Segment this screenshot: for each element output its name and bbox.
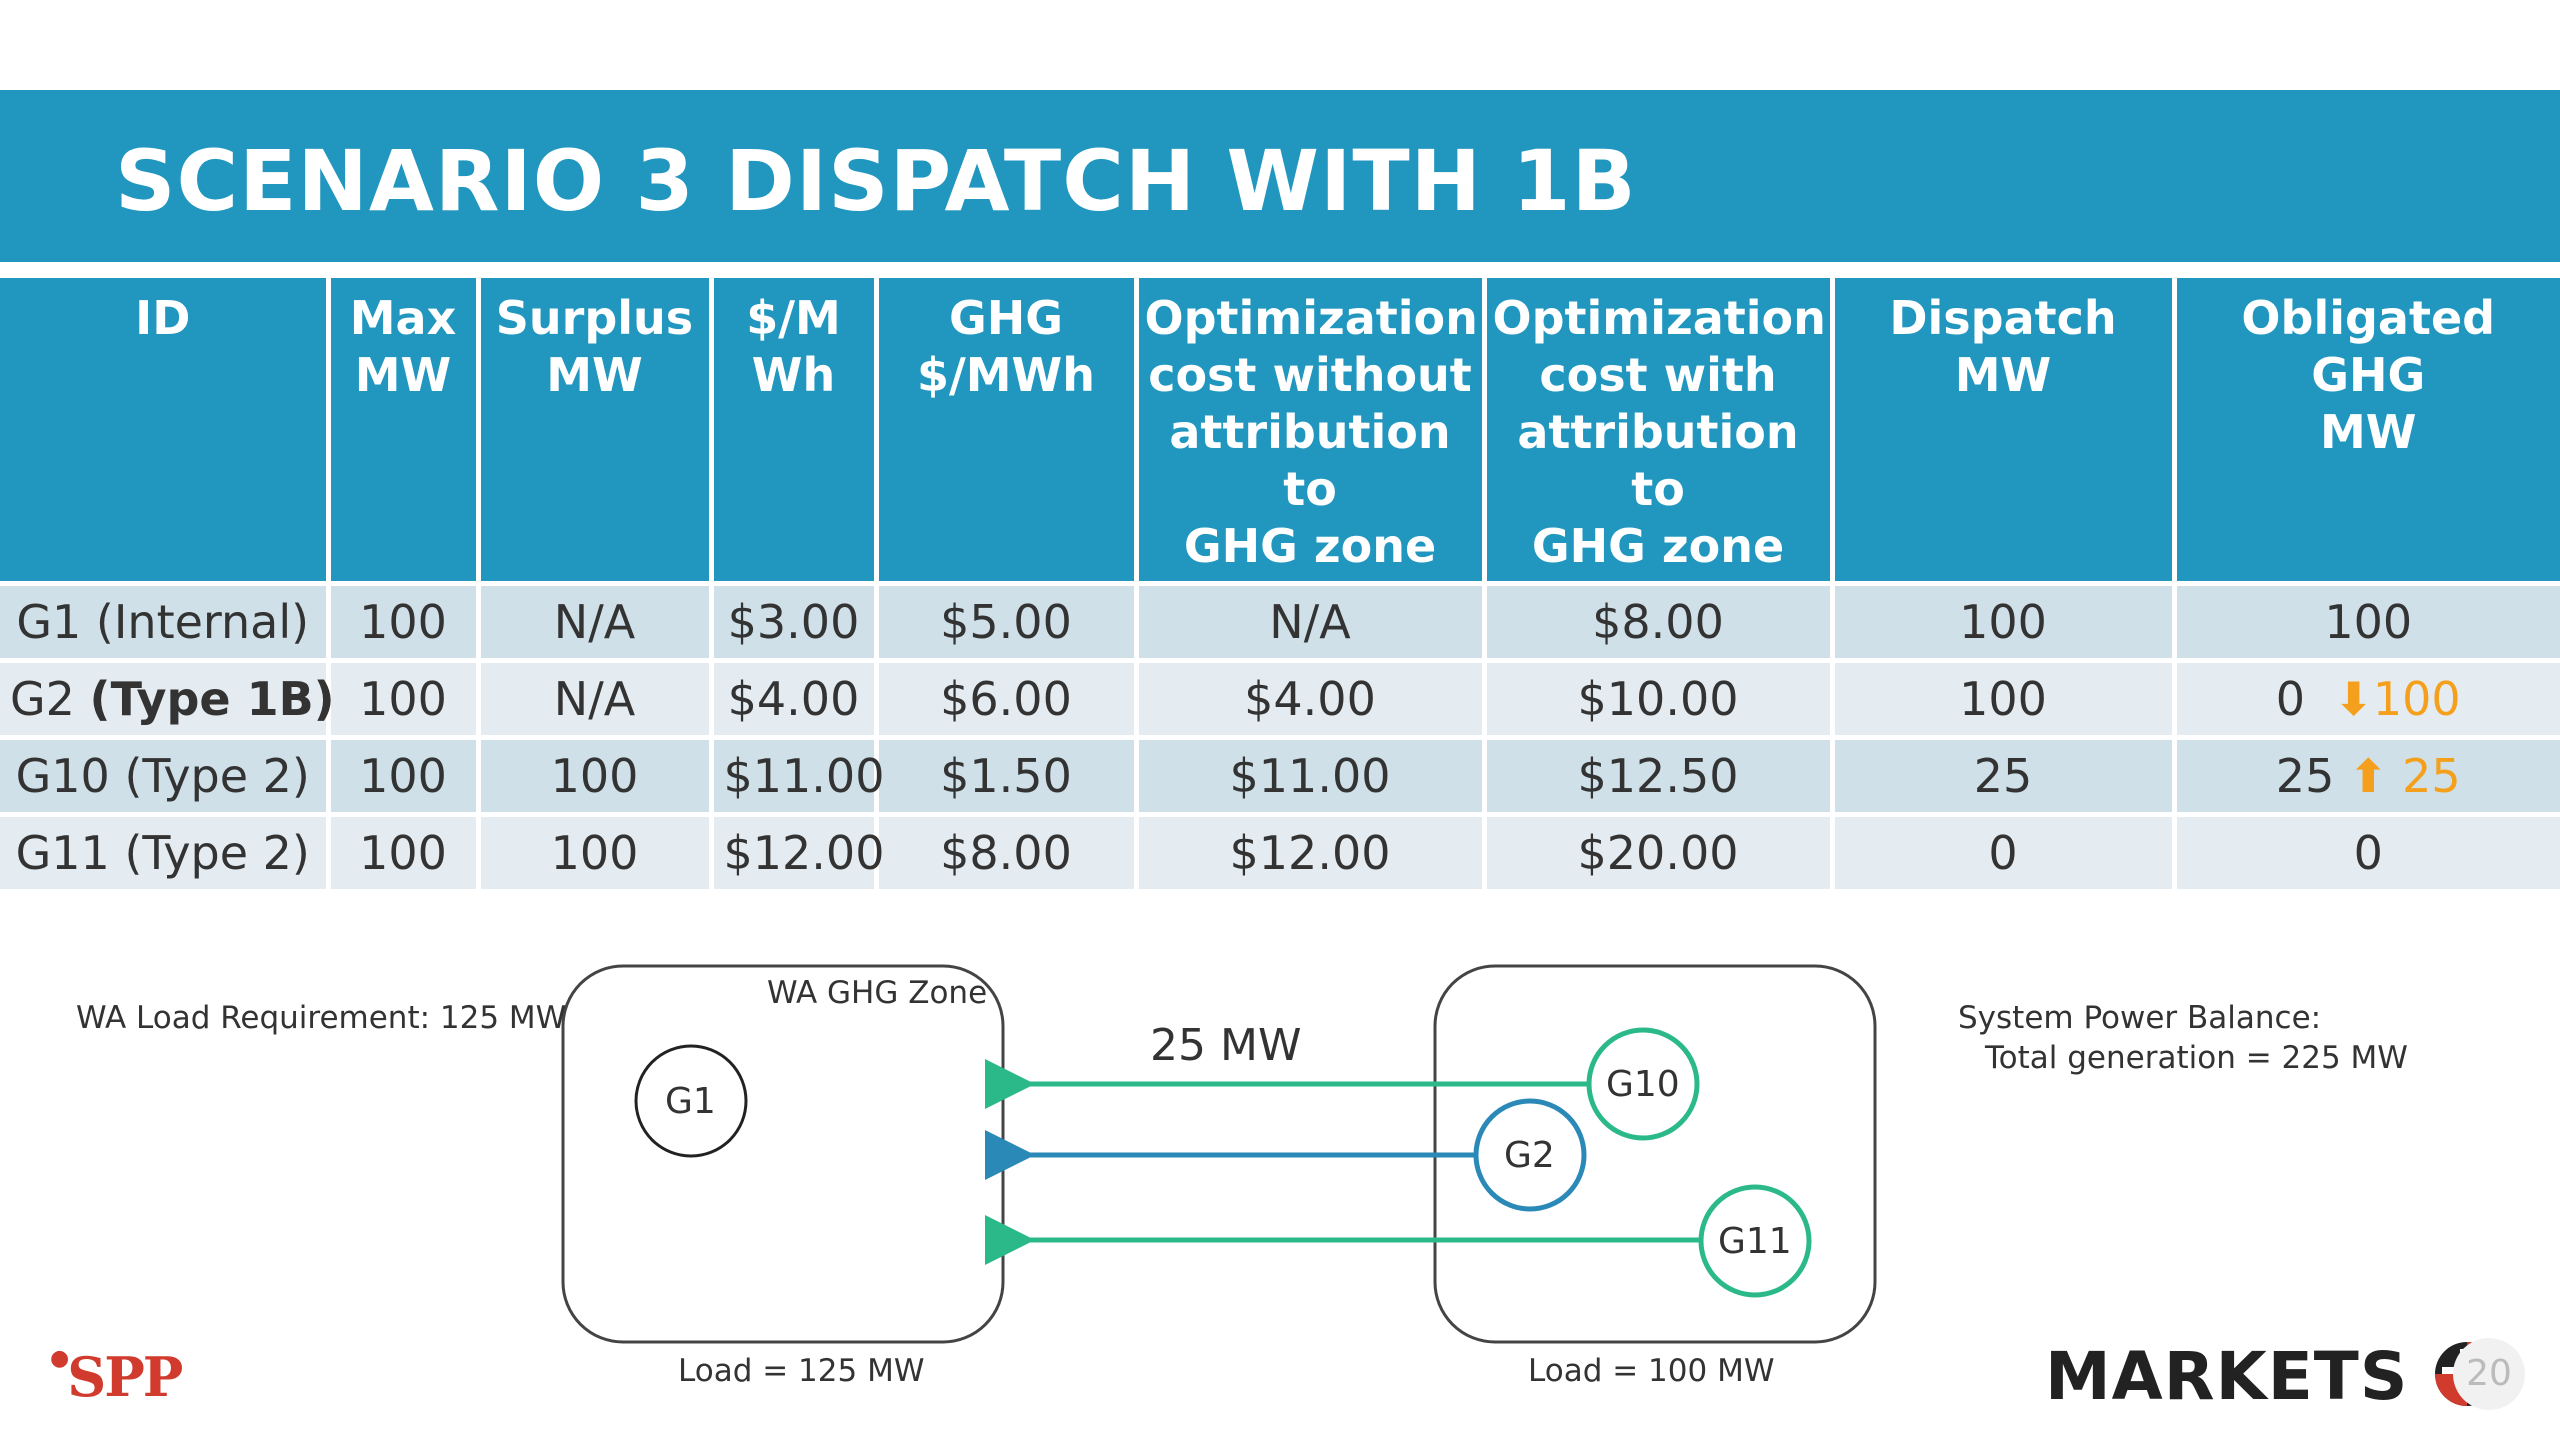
header-opt-with: Optimization cost with attribution to GHG z… [1484, 278, 1835, 584]
node-g10-label: G10 [1606, 1064, 1680, 1105]
cell-opt-without: $4.00 [1136, 658, 1487, 738]
cell-surplus: 100 [478, 812, 714, 889]
cell-id: G1 (Internal) [0, 581, 331, 661]
markets-logo: MARKETS [2045, 1338, 2502, 1415]
cell-id: G11 (Type 2) [0, 812, 331, 889]
title-bar: SCENARIO 3 DISPATCH WITH 1B [0, 90, 2560, 262]
cell-price: $11.00 [711, 735, 884, 815]
cell-id: G10 (Type 2) [0, 735, 331, 815]
node-g10 [1586, 1027, 1700, 1141]
load-right-label: Load = 100 MW [1528, 1353, 1775, 1389]
cell-max: 100 [328, 658, 481, 738]
zone-label: WA GHG Zone [767, 975, 988, 1011]
cell-price: $12.00 [711, 812, 884, 889]
cell-max: 100 [328, 581, 481, 661]
cell-opt-with: $8.00 [1484, 581, 1835, 661]
cell-surplus: N/A [478, 658, 714, 738]
cell-max: 100 [328, 812, 481, 889]
node-g1 [634, 1044, 748, 1158]
cell-ghg: $6.00 [876, 658, 1139, 738]
wa-ghg-zone-box [561, 964, 1005, 1344]
node-g11-label: G11 [1718, 1221, 1792, 1262]
node-g11 [1698, 1184, 1812, 1298]
page-number: 20 [2453, 1338, 2525, 1410]
cell-ghg: $5.00 [876, 581, 1139, 661]
slide-title: SCENARIO 3 DISPATCH WITH 1B [115, 132, 1637, 230]
cell-ghg: $1.50 [876, 735, 1139, 815]
header-price: $/M Wh [711, 278, 879, 584]
dispatch-table: ID Max MW Surplus MW $/M Wh GHG $/MWh Optimi… [0, 278, 2560, 889]
node-g2 [1473, 1098, 1587, 1212]
cell-surplus: 100 [478, 735, 714, 815]
spp-logo: ●SPP [50, 1345, 183, 1409]
table-header-row: ID Max MW Surplus MW $/M Wh GHG $/MWh Optimi… [0, 278, 2560, 584]
cell-obligated: 100 [2174, 581, 2560, 661]
header-surplus-mw: Surplus MW [478, 278, 714, 584]
obligated-delta: 100 [2372, 672, 2461, 726]
cell-opt-without: $12.00 [1136, 812, 1487, 889]
cell-dispatch: 25 [1832, 735, 2177, 815]
header-max-mw: Max MW [328, 278, 481, 584]
cell-dispatch: 100 [1832, 658, 2177, 738]
table-row: G1 (Internal) 100 N/A $3.00 $5.00 N/A $8… [0, 581, 2560, 661]
cell-obligated: 0 ⬇100 [2174, 658, 2560, 738]
header-id: ID [0, 278, 331, 584]
wa-load-requirement: WA Load Requirement: 125 MW [76, 1000, 567, 1036]
header-opt-without: Optimization cost without attribution to GH… [1136, 278, 1487, 584]
cell-surplus: N/A [478, 581, 714, 661]
power-balance-title: System Power Balance: [1958, 1000, 2322, 1036]
cell-opt-with: $20.00 [1484, 812, 1835, 889]
cell-opt-without: $11.00 [1136, 735, 1487, 815]
load-left-label: Load = 125 MW [678, 1353, 925, 1389]
obligated-delta: 25 [2402, 749, 2461, 803]
cell-price: $4.00 [711, 658, 879, 738]
arrow-up-icon: ⬆ [2348, 749, 2388, 803]
cell-dispatch: 100 [1832, 581, 2177, 661]
cell-opt-with: $10.00 [1484, 658, 1835, 738]
cell-obligated: 0 [2174, 812, 2560, 889]
cell-obligated: 25 ⬆ 25 [2174, 735, 2560, 815]
power-balance-total: Total generation = 225 MW [1985, 1040, 2408, 1076]
cell-dispatch: 0 [1832, 812, 2177, 889]
node-g1-label: G1 [665, 1081, 716, 1122]
cell-max: 100 [328, 735, 481, 815]
header-ghg: GHG $/MWh [876, 278, 1139, 584]
cell-ghg: $8.00 [876, 812, 1139, 889]
cell-opt-with: $12.50 [1484, 735, 1835, 815]
table-row: G11 (Type 2) 100 100 $12.00 $8.00 $12.00… [0, 812, 2560, 889]
arrow-down-icon: ⬇ [2334, 672, 2373, 726]
node-g2-label: G2 [1504, 1135, 1555, 1176]
flow-label: 25 MW [1150, 1020, 1302, 1071]
header-dispatch: Dispatch MW [1832, 278, 2177, 584]
header-obligated: Obligated GHG MW [2174, 278, 2560, 584]
cell-price: $3.00 [711, 581, 879, 661]
cell-id: G2 (Type 1B) [0, 658, 335, 738]
table-row: G2 (Type 1B) 100 N/A $4.00 $6.00 $4.00 $… [0, 658, 2560, 738]
table-row: G10 (Type 2) 100 100 $11.00 $1.50 $11.00… [0, 735, 2560, 815]
cell-opt-without: N/A [1136, 581, 1487, 661]
